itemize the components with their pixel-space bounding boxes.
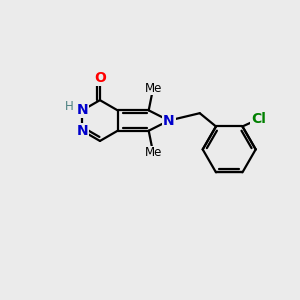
Text: H: H — [65, 100, 74, 113]
Text: N: N — [163, 114, 175, 128]
Text: Cl: Cl — [251, 112, 266, 126]
Text: N: N — [76, 103, 88, 117]
Text: Me: Me — [144, 82, 162, 95]
Text: Me: Me — [144, 146, 162, 159]
Text: N: N — [76, 124, 88, 138]
Text: O: O — [94, 71, 106, 85]
